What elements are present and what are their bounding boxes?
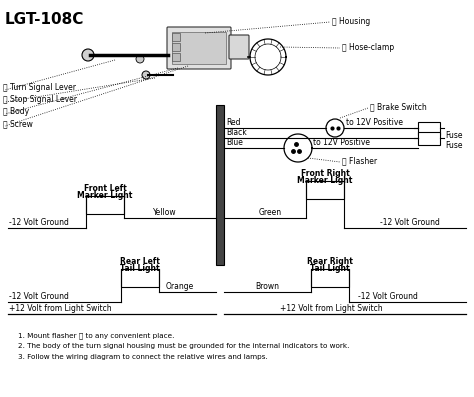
Text: ⓖ Body: ⓖ Body <box>3 108 29 116</box>
Text: Ⓐ Housing: Ⓐ Housing <box>332 17 370 27</box>
Circle shape <box>136 55 144 63</box>
FancyBboxPatch shape <box>172 32 226 64</box>
FancyBboxPatch shape <box>167 27 231 69</box>
Circle shape <box>142 71 150 79</box>
Text: Front Left: Front Left <box>83 184 127 193</box>
Text: Fuse: Fuse <box>445 141 463 150</box>
Text: +12 Volt from Light Switch: +12 Volt from Light Switch <box>9 304 111 313</box>
Text: Front Right: Front Right <box>301 169 349 178</box>
Text: Blue: Blue <box>226 138 243 147</box>
FancyBboxPatch shape <box>172 53 180 61</box>
Text: ⓙ Brake Switch: ⓙ Brake Switch <box>370 102 427 112</box>
Text: 1. Mount flasher Ⓒ to any convenient place.: 1. Mount flasher Ⓒ to any convenient pla… <box>18 332 174 339</box>
FancyBboxPatch shape <box>172 33 180 41</box>
Text: Ⓒ Flasher: Ⓒ Flasher <box>342 156 377 166</box>
FancyBboxPatch shape <box>306 181 344 199</box>
Circle shape <box>82 49 94 61</box>
FancyBboxPatch shape <box>229 35 249 59</box>
Text: Fuse: Fuse <box>445 131 463 141</box>
Text: LGT-108C: LGT-108C <box>5 12 84 27</box>
FancyBboxPatch shape <box>216 105 224 265</box>
Text: 2. The body of the turn signal housing must be grounded for the internal indicat: 2. The body of the turn signal housing m… <box>18 343 349 349</box>
FancyBboxPatch shape <box>172 43 180 51</box>
Text: Rear Left: Rear Left <box>120 257 160 266</box>
FancyBboxPatch shape <box>418 132 440 145</box>
Text: Ⓑ Hose-clamp: Ⓑ Hose-clamp <box>342 42 394 52</box>
Text: ⓔ Turn Signal Lever: ⓔ Turn Signal Lever <box>3 83 76 93</box>
Text: Green: Green <box>258 208 282 217</box>
FancyBboxPatch shape <box>121 269 159 287</box>
FancyBboxPatch shape <box>86 196 124 214</box>
Text: Marker Light: Marker Light <box>77 191 133 200</box>
Text: ⓕ Stop Signal Lever: ⓕ Stop Signal Lever <box>3 96 77 104</box>
Text: to 12V Positive: to 12V Positive <box>346 118 403 127</box>
Text: Red: Red <box>226 118 240 127</box>
Text: ⓗ Screw: ⓗ Screw <box>3 119 33 129</box>
FancyBboxPatch shape <box>311 269 349 287</box>
Text: -12 Volt Ground: -12 Volt Ground <box>358 292 418 301</box>
Text: -12 Volt Ground: -12 Volt Ground <box>9 292 69 301</box>
Text: Yellow: Yellow <box>153 208 177 217</box>
Text: +12 Volt from Light Switch: +12 Volt from Light Switch <box>280 304 383 313</box>
Text: Orange: Orange <box>166 282 194 291</box>
Text: Tail Light: Tail Light <box>310 264 350 273</box>
Text: -12 Volt Ground: -12 Volt Ground <box>9 218 69 227</box>
Text: Black: Black <box>226 128 247 137</box>
Text: Marker Light: Marker Light <box>297 176 353 185</box>
Text: Rear Right: Rear Right <box>307 257 353 266</box>
FancyBboxPatch shape <box>418 122 440 135</box>
Text: 3. Follow the wiring diagram to connect the relative wires and lamps.: 3. Follow the wiring diagram to connect … <box>18 354 268 360</box>
Text: Brown: Brown <box>255 282 279 291</box>
Text: Tail Light: Tail Light <box>120 264 160 273</box>
Text: -12 Volt Ground: -12 Volt Ground <box>380 218 440 227</box>
Text: to 12V Positive: to 12V Positive <box>313 138 370 147</box>
